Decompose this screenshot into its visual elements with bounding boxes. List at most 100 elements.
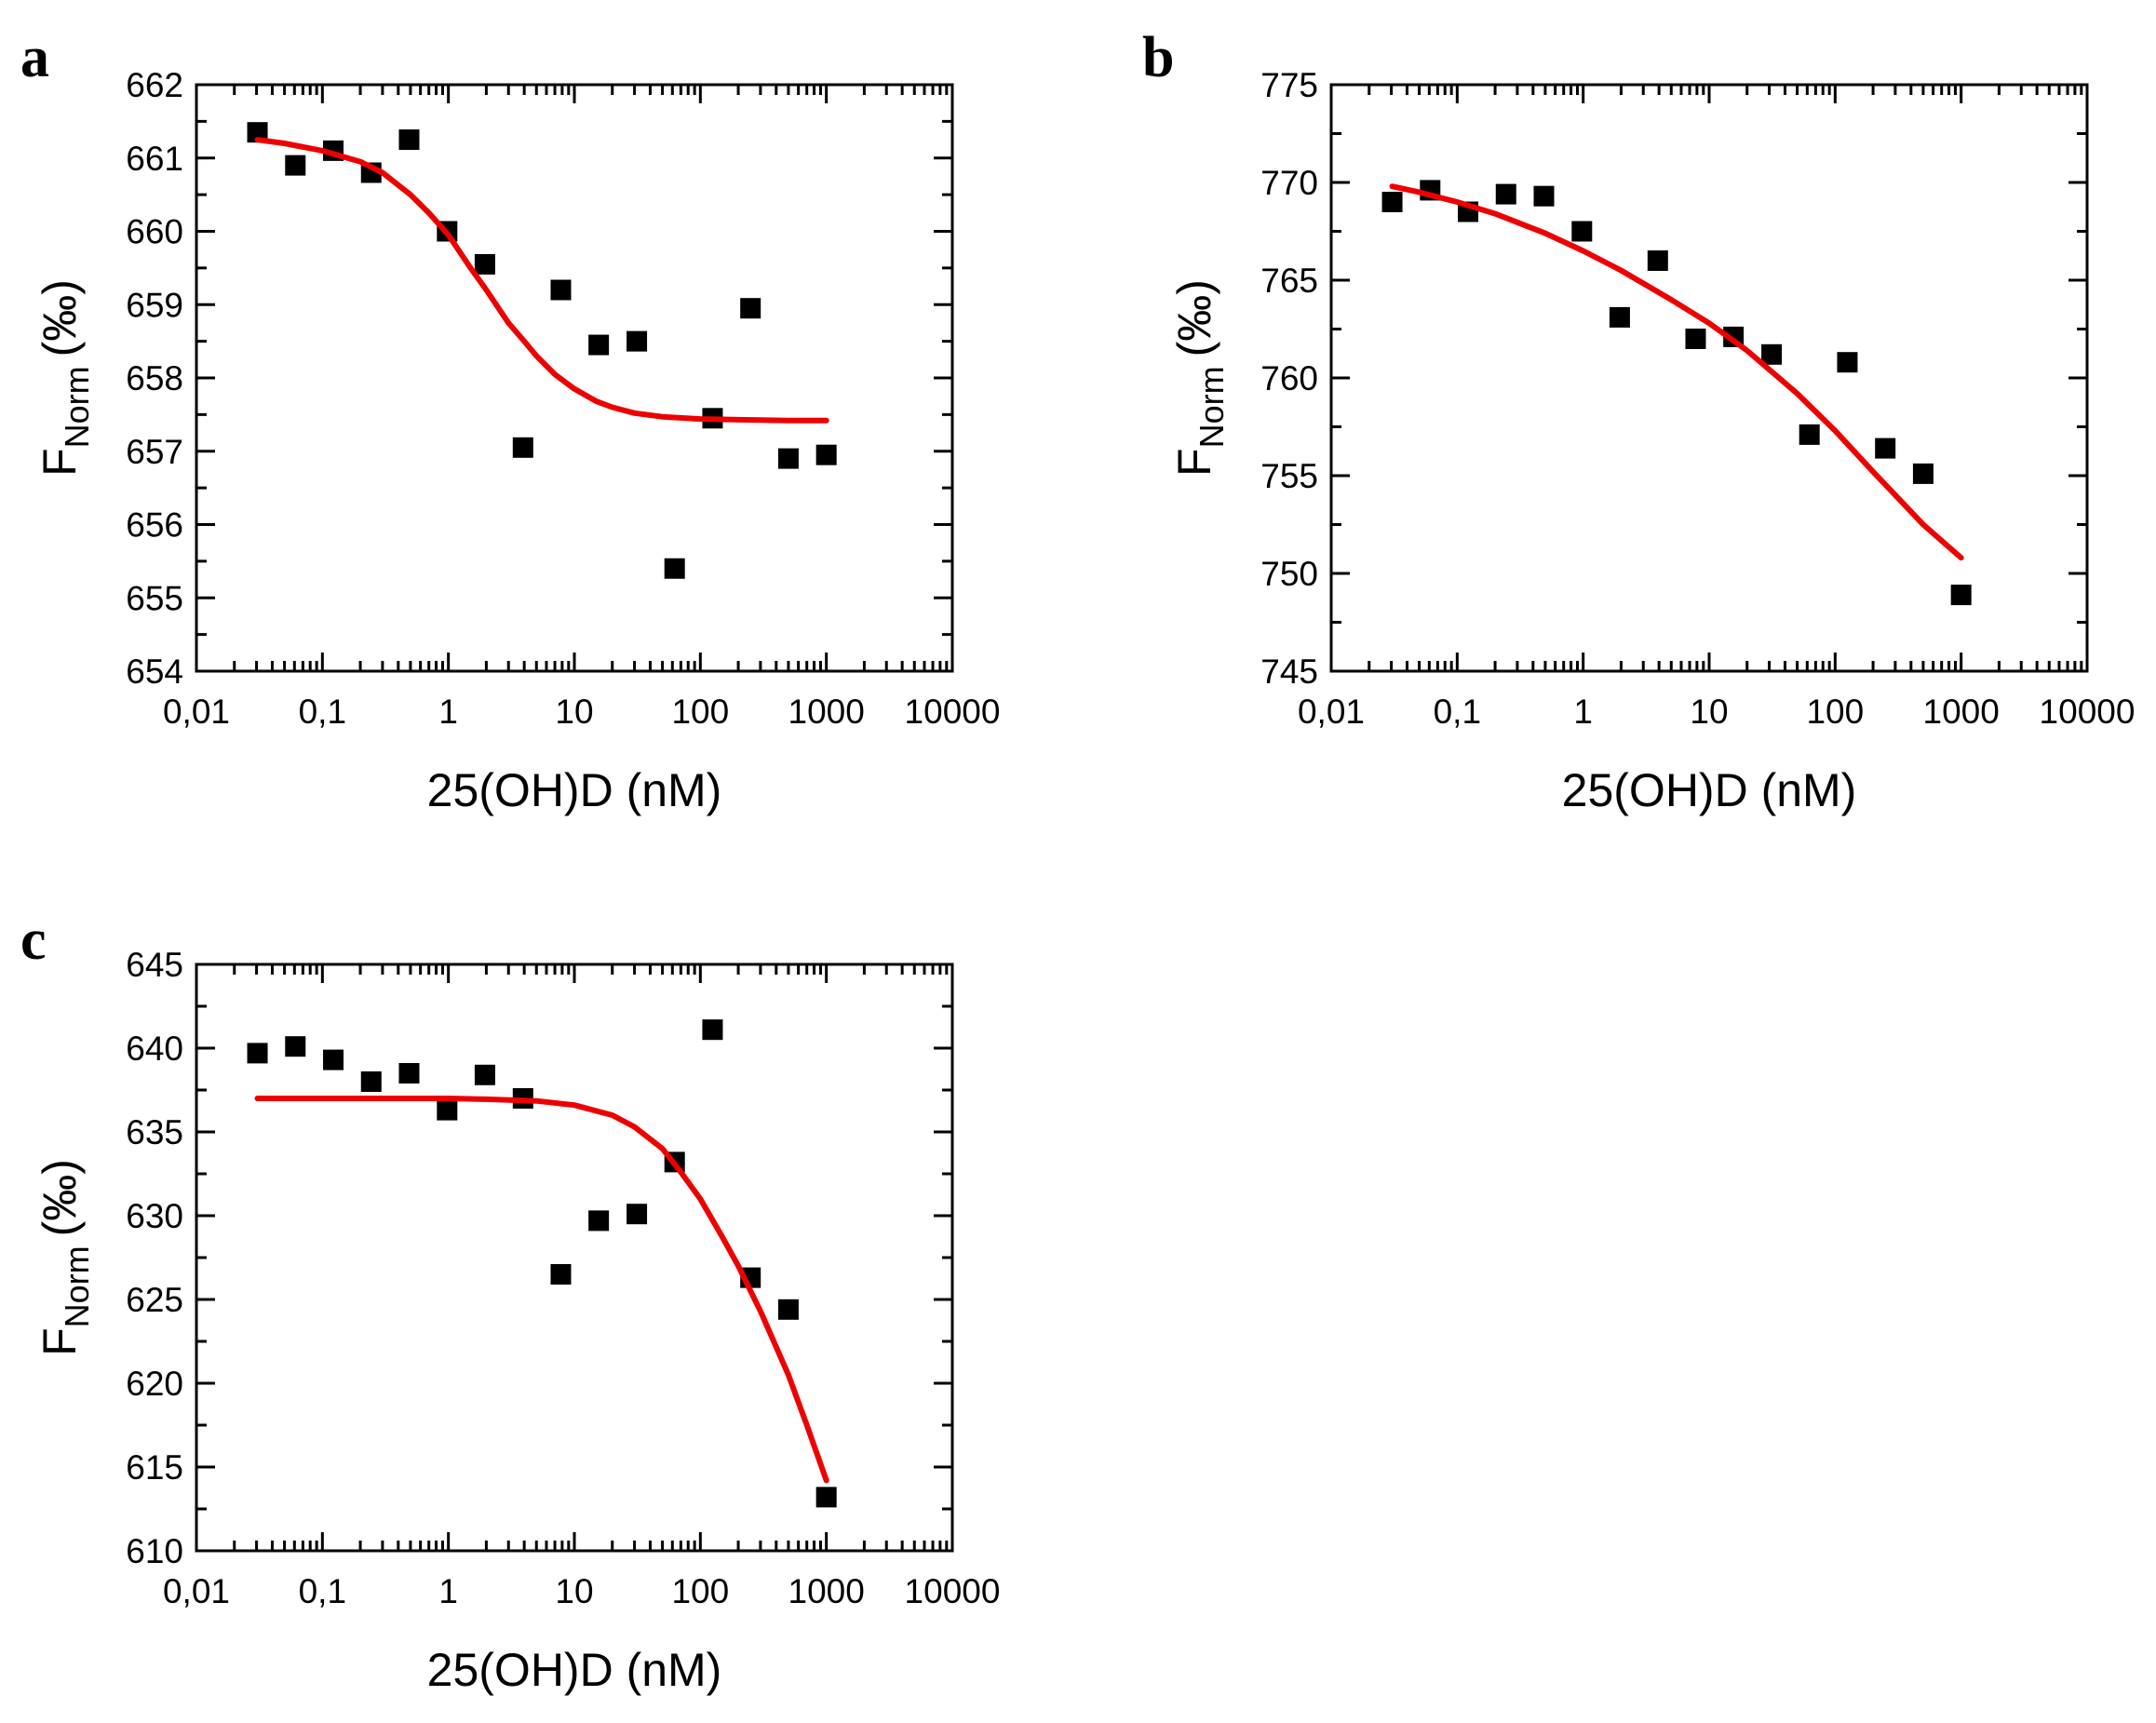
data-point: [360, 1071, 382, 1092]
x-tick-label: 10000: [905, 1572, 1001, 1610]
data-point: [550, 1264, 572, 1285]
data-point: [1533, 185, 1555, 207]
data-point: [437, 1099, 458, 1121]
y-tick-label: 656: [126, 506, 183, 545]
y-tick-label: 654: [126, 653, 183, 691]
data-point: [1571, 221, 1593, 242]
x-tick-label: 0,1: [299, 693, 346, 731]
plot-frame: [195, 962, 954, 1553]
x-tick-label: 1000: [788, 1572, 865, 1610]
data-point: [664, 558, 685, 579]
y-tick-label: 659: [126, 286, 183, 324]
y-tick-label: 635: [126, 1113, 183, 1151]
y-axis-title-main: F: [1168, 448, 1220, 477]
y-axis-title-main: F: [34, 448, 86, 477]
y-axis-title-subscript: Norm: [58, 1245, 96, 1327]
y-tick-label: 662: [126, 66, 183, 104]
data-point: [1799, 424, 1820, 445]
x-tick-label: 100: [671, 1572, 729, 1610]
data-point: [740, 298, 761, 319]
chart-panel-a: a 654 655 656 657 658 659 660 661 662 0,01 0,1 1 10 10…: [20, 26, 1000, 816]
x-tick-label: 1: [1573, 693, 1593, 731]
y-axis-title: FNorm (‰): [1168, 279, 1231, 477]
data-point: [1950, 585, 1972, 606]
data-point: [815, 444, 837, 465]
y-tick-label: 765: [1260, 262, 1318, 300]
x-tick-label: 1000: [788, 693, 865, 731]
chart-panel-b: b 745 750 755 760 765 770 775 0,01 0,1 1 10 100 1000 1…: [1142, 26, 2135, 816]
x-axis-title: 25(OH)D (nM): [427, 1644, 722, 1696]
panel-letter: a: [20, 26, 49, 89]
x-tick-label: 0,1: [1434, 693, 1481, 731]
data-point: [627, 1204, 648, 1225]
y-tick-label: 770: [1260, 164, 1318, 202]
data-point: [815, 1487, 837, 1508]
data-point: [247, 1043, 268, 1064]
panel-letter: b: [1142, 26, 1174, 89]
data-point: [1912, 463, 1934, 484]
y-tick-label: 658: [126, 359, 183, 397]
data-point: [323, 1049, 344, 1070]
x-axis-title: 25(OH)D (nM): [427, 764, 722, 816]
data-point: [627, 330, 648, 352]
y-tick-label: 615: [126, 1448, 183, 1487]
y-tick-label: 630: [126, 1197, 183, 1235]
x-tick-label: 0,01: [163, 693, 230, 731]
data-point: [1495, 183, 1516, 205]
x-tick-label: 0,01: [1298, 693, 1365, 731]
y-tick-label: 625: [126, 1281, 183, 1319]
data-point: [285, 1036, 306, 1057]
y-tick-label: 610: [126, 1532, 183, 1570]
data-point: [777, 448, 799, 469]
x-tick-label: 0,01: [163, 1572, 230, 1610]
chart-panel-c: c 610 615 620 625 630 635 640 645 0,01 0,1 1 10 100 10…: [20, 909, 1000, 1696]
y-tick-label: 775: [1260, 66, 1318, 104]
data-point: [474, 1064, 495, 1085]
fit-curve: [254, 1096, 829, 1484]
data-point: [285, 155, 306, 176]
data-point: [512, 437, 533, 458]
data-point: [1647, 250, 1668, 271]
x-tick-label: 10: [555, 1572, 593, 1610]
x-tick-label: 100: [1806, 693, 1864, 731]
data-point: [550, 279, 572, 301]
x-axis-title: 25(OH)D (nM): [1562, 764, 1857, 816]
data-point: [474, 253, 495, 275]
x-tick-label: 10000: [905, 693, 1001, 731]
data-point: [1837, 352, 1858, 373]
x-tick-label: 10: [555, 693, 593, 731]
data-point: [1685, 329, 1706, 349]
x-tick-label: 1: [438, 693, 458, 731]
data-point: [1609, 306, 1630, 328]
x-tick-label: 100: [671, 693, 729, 731]
y-tick-label: 655: [126, 579, 183, 617]
y-axis-title-unit: (‰): [1168, 279, 1220, 357]
y-tick-label: 657: [126, 433, 183, 471]
x-tick-label: 0,1: [299, 1572, 346, 1610]
data-point: [702, 1019, 723, 1041]
data-point: [1761, 343, 1783, 365]
y-tick-label: 760: [1260, 359, 1318, 397]
y-axis-title-unit: (‰): [34, 1159, 86, 1236]
data-point: [1381, 192, 1403, 212]
y-tick-label: 750: [1260, 555, 1318, 593]
data-point: [588, 334, 610, 356]
y-tick-label: 755: [1260, 457, 1318, 495]
panel-letter: c: [20, 909, 47, 972]
y-axis-title-main: F: [34, 1327, 86, 1356]
x-tick-label: 1000: [1923, 693, 2000, 731]
y-axis-title: FNorm (‰): [34, 1159, 96, 1356]
y-tick-label: 745: [1260, 653, 1318, 691]
plot-frame: [195, 83, 954, 673]
data-point: [398, 1063, 420, 1084]
data-point: [588, 1210, 610, 1232]
y-tick-label: 645: [126, 946, 183, 984]
y-tick-label: 620: [126, 1365, 183, 1403]
y-tick-label: 660: [126, 213, 183, 251]
y-tick-label: 640: [126, 1030, 183, 1068]
data-point: [1875, 437, 1896, 459]
y-axis-title-subscript: Norm: [58, 366, 96, 448]
y-axis-title-unit: (‰): [34, 279, 86, 357]
data-point: [398, 129, 420, 151]
